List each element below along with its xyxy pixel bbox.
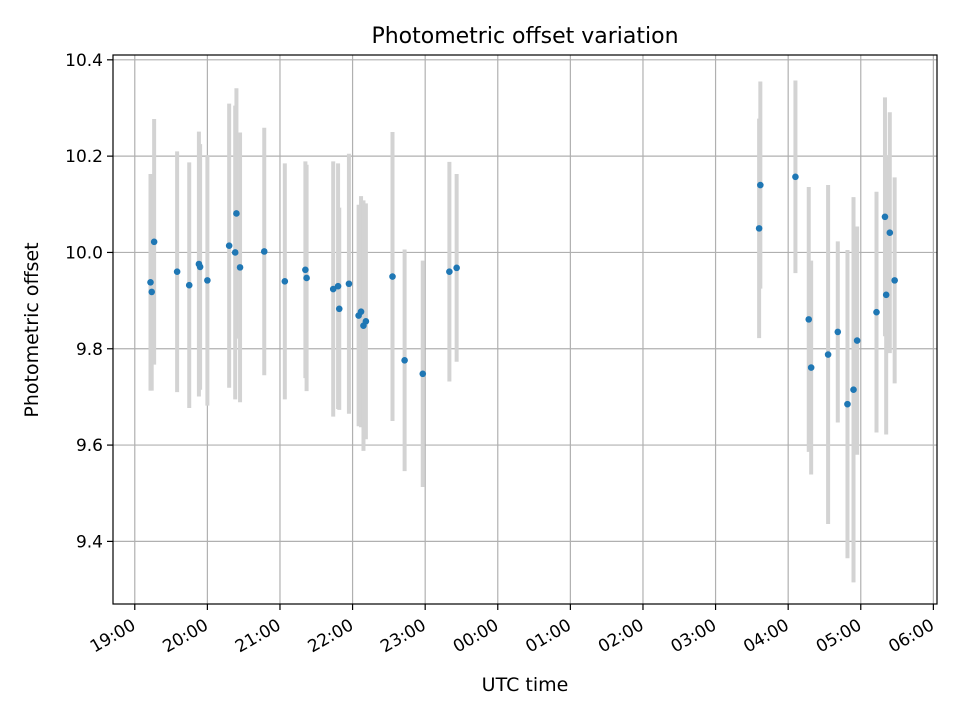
- data-point: [844, 400, 851, 408]
- data-point: [807, 364, 815, 371]
- data-point: [173, 268, 181, 276]
- data-point: [303, 274, 310, 282]
- data-point: [401, 357, 408, 364]
- data-point: [850, 386, 857, 393]
- data-point: [196, 263, 204, 271]
- data-point: [335, 305, 343, 313]
- data-point: [147, 279, 154, 286]
- x-tick-layer: 19:00 20:00 21:00 22:00 23:00 00:00 01:00 02:00…: [87, 604, 938, 657]
- data-point: [881, 213, 889, 221]
- y-tick-label: 10.4: [65, 51, 103, 71]
- x-tick-label: 19:00: [87, 615, 139, 657]
- data-point: [260, 248, 268, 255]
- data-point: [302, 266, 309, 274]
- data-point: [225, 242, 233, 250]
- point-layer: [147, 173, 898, 408]
- data-point: [755, 225, 763, 232]
- data-point: [834, 328, 842, 336]
- data-point: [792, 173, 799, 181]
- axes-frame: [112, 54, 938, 605]
- data-point: [204, 277, 211, 284]
- x-tick-label: 20:00: [159, 615, 211, 657]
- data-point: [150, 238, 158, 246]
- chart-title: Photometric offset variation: [371, 24, 678, 49]
- data-point: [345, 280, 353, 288]
- y-tick-layer: 9.4 9.6 9.8 10.0 10.2 10.4: [65, 51, 113, 552]
- x-tick-label: 04:00: [740, 615, 792, 657]
- y-tick-label: 10.2: [65, 147, 103, 167]
- data-point: [891, 277, 898, 284]
- grid-layer: [113, 55, 937, 604]
- data-point: [185, 281, 193, 289]
- data-point: [882, 291, 890, 299]
- data-point: [236, 264, 244, 271]
- data-point: [446, 268, 453, 276]
- y-tick-label: 10.0: [65, 243, 103, 263]
- x-tick-label: 05:00: [813, 615, 865, 657]
- data-point: [389, 273, 396, 280]
- data-point: [148, 288, 156, 296]
- data-point: [329, 285, 337, 293]
- data-point: [233, 210, 240, 217]
- data-point: [853, 337, 861, 344]
- data-point: [362, 318, 370, 325]
- data-point: [453, 264, 460, 272]
- x-tick-label: 21:00: [232, 615, 284, 657]
- data-point: [419, 370, 427, 378]
- x-axis-label: UTC time: [482, 674, 569, 696]
- x-tick-label: 06:00: [885, 615, 937, 657]
- data-point: [281, 278, 289, 285]
- data-point: [334, 282, 342, 290]
- data-point: [357, 308, 365, 315]
- data-point: [231, 249, 239, 256]
- data-point: [805, 316, 813, 323]
- y-axis-label: Photometric offset: [21, 242, 43, 417]
- x-tick-label: 01:00: [522, 615, 574, 657]
- data-point: [873, 308, 880, 316]
- data-point: [757, 181, 764, 189]
- x-tick-label: 00:00: [450, 615, 502, 657]
- y-tick-label: 9.8: [76, 340, 103, 360]
- y-tick-label: 9.6: [76, 436, 103, 456]
- data-point: [886, 229, 894, 237]
- x-tick-label: 02:00: [595, 615, 647, 657]
- x-tick-label: 03:00: [668, 615, 720, 657]
- x-tick-label: 22:00: [305, 615, 357, 657]
- y-tick-label: 9.4: [76, 532, 103, 552]
- x-tick-label: 23:00: [377, 615, 429, 657]
- data-point: [824, 351, 832, 358]
